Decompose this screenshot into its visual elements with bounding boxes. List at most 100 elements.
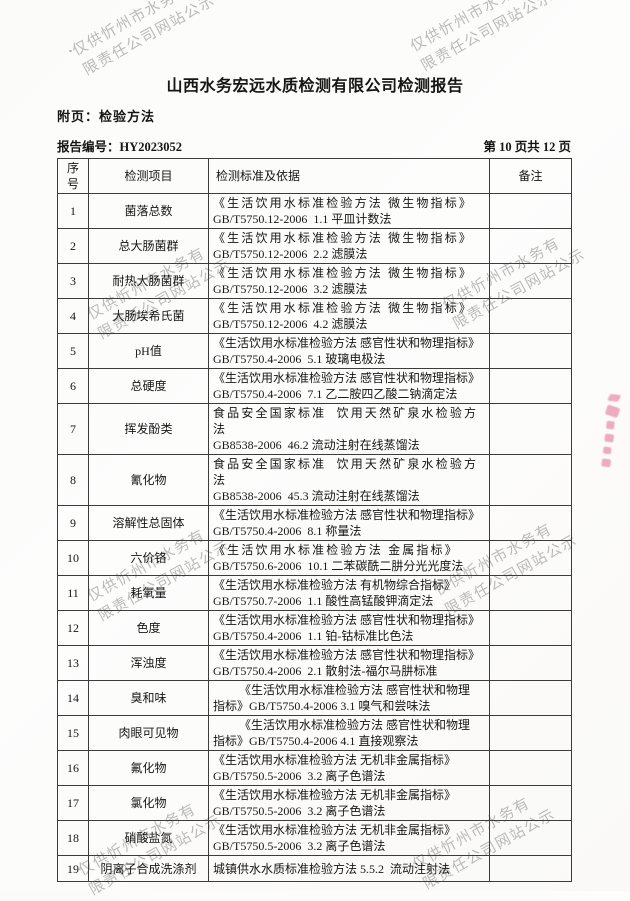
test-item-cell: 臭和味	[88, 680, 209, 716]
methods-table: 序号 检测项目 检测标准及依据 备注 1 菌落总数 《生活饮用水标准检验方法 微…	[57, 158, 572, 882]
standard-cell: 《生活饮用水标准检验方法 无机非金属指标》 GB/T5750.5-2006 3.…	[208, 750, 490, 786]
standard-line-1: 《生活饮用水标准检验方法 感官性状和物理	[239, 683, 471, 697]
test-item-cell: 大肠埃希氏菌	[88, 298, 209, 334]
test-item-cell: 肉眼可见物	[88, 715, 209, 751]
standard-line-1: 《生活饮用水标准检验方法 金属指标》	[213, 543, 459, 557]
row-number-cell: 2	[57, 228, 89, 264]
standard-line-2: GB/T5750.4-2006 5.1 玻璃电极法	[213, 352, 386, 366]
standard-cell: 《生活饮用水标准检验方法 微生物指标》 GB/T5750.12-2006 2.2…	[208, 228, 490, 264]
standard-cell: 食品安全国家标准 饮用天然矿泉水检验方法 GB8538-2006 46.2 流动…	[208, 403, 490, 455]
test-item-cell: 浑浊度	[88, 645, 209, 681]
standard-line-2: GB/T5750.4-2006 1.1 铂-钴标准比色法	[213, 629, 414, 643]
standard-cell: 《生活饮用水标准检验方法 感官性状和物理指标》 GB/T5750.4-2006 …	[208, 610, 490, 646]
standard-line-1: 《生活饮用水标准检验方法 感官性状和物理指标》	[213, 648, 481, 662]
standard-line-1: 《生活饮用水标准检验方法 微生物指标》	[213, 196, 474, 210]
standard-line-1: 食品安全国家标准 饮用天然矿泉水检验方法	[213, 457, 479, 487]
remark-cell	[489, 368, 572, 404]
standard-line-1: 《生活饮用水标准检验方法 感官性状和物理指标》	[213, 371, 481, 385]
table-row: 17 氯化物 《生活饮用水标准检验方法 无机非金属指标》 GB/T5750.5-…	[57, 785, 572, 821]
table-row: 14 臭和味 《生活饮用水标准检验方法 感官性状和物理 指标》GB/T5750.…	[57, 680, 572, 716]
table-row: 8 氰化物 食品安全国家标准 饮用天然矿泉水检验方法 GB8538-2006 4…	[57, 454, 572, 506]
row-number-cell: 4	[57, 298, 89, 334]
standard-line-1: 《生活饮用水标准检验方法 感官性状和物理	[239, 718, 471, 732]
standard-line-2: GB/T5750.12-2006 4.2 滤膜法	[213, 317, 368, 331]
watermark: 仅供忻州市水务有 限责任公司网站公示	[407, 0, 557, 75]
column-header-standard: 检测标准及依据	[208, 158, 490, 194]
row-number-cell: 12	[57, 610, 89, 646]
test-item-cell: 菌落总数	[88, 193, 209, 229]
remark-cell	[489, 540, 572, 576]
standard-line-1: 《生活饮用水标准检验方法 微生物指标》	[213, 231, 474, 245]
row-number-cell: 5	[57, 333, 89, 369]
remark-cell	[489, 610, 572, 646]
remark-cell	[489, 715, 572, 751]
row-number-cell: 19	[57, 855, 89, 882]
column-header-remark: 备注	[489, 158, 572, 194]
standard-cell: 《生活饮用水标准检验方法 感官性状和物理指标》 GB/T5750.4-2006 …	[208, 333, 490, 369]
table-header-row: 序号 检测项目 检测标准及依据 备注	[57, 158, 572, 194]
standard-cell: 《生活饮用水标准检验方法 感官性状和物理指标》 GB/T5750.4-2006 …	[208, 505, 490, 541]
row-number-cell: 15	[57, 715, 89, 751]
standard-cell: 《生活饮用水标准检验方法 微生物指标》 GB/T5750.12-2006 4.2…	[208, 298, 490, 334]
remark-cell	[489, 750, 572, 786]
test-item-cell: 色度	[88, 610, 209, 646]
standard-line-2: 指标》GB/T5750.4-2006 3.1 嗅气和尝味法	[213, 699, 431, 713]
standard-line-2: 指标》GB/T5750.4-2006 4.1 直接观察法	[213, 734, 419, 748]
standard-line-1: 《生活饮用水标准检验方法 微生物指标》	[213, 301, 474, 315]
test-item-cell: 阴离子合成洗涤剂	[88, 855, 209, 882]
remark-cell	[489, 228, 572, 264]
remark-cell	[489, 505, 572, 541]
standard-line-1: 《生活饮用水标准检验方法 无机非金属指标》	[213, 753, 457, 767]
standard-line-1: 《生活饮用水标准检验方法 无机非金属指标》	[213, 823, 457, 837]
table-row: 12 色度 《生活饮用水标准检验方法 感官性状和物理指标》 GB/T5750.4…	[57, 610, 572, 646]
test-item-cell: 六价铬	[88, 540, 209, 576]
standard-line-2: GB/T5750.4-2006 7.1 乙二胺四乙酸二钠滴定法	[213, 387, 458, 401]
page-indicator: 第 10 页共 12 页	[483, 140, 571, 154]
standard-line-2: GB/T5750.5-2006 3.2 离子色谱法	[213, 839, 386, 853]
test-item-cell: 总大肠菌群	[88, 228, 209, 264]
remark-cell	[489, 575, 572, 611]
standard-line-2: GB/T5750.4-2006 2.1 散射法-福尔马肼标准	[213, 664, 438, 678]
standard-cell: 《生活饮用水标准检验方法 微生物指标》 GB/T5750.12-2006 1.1…	[208, 193, 490, 229]
standard-cell: 城镇供水水质标准检验方法 5.5.2 流动注射法	[208, 855, 490, 882]
test-item-cell: pH值	[88, 333, 209, 369]
test-item-cell: 溶解性总固体	[88, 505, 209, 541]
row-number-cell: 7	[57, 403, 89, 455]
remark-cell	[489, 785, 572, 821]
standard-line-1: 《生活饮用水标准检验方法 无机非金属指标》	[213, 788, 457, 802]
standard-line-1: 食品安全国家标准 饮用天然矿泉水检验方法	[213, 406, 479, 436]
standard-line-2: GB/T5750.5-2006 3.2 离子色谱法	[213, 804, 386, 818]
standard-cell: 《生活饮用水标准检验方法 感官性状和物理 指标》GB/T5750.4-2006 …	[208, 715, 490, 751]
standard-cell: 《生活饮用水标准检验方法 金属指标》 GB/T5750.6-2006 10.1 …	[208, 540, 490, 576]
table-row: 2 总大肠菌群 《生活饮用水标准检验方法 微生物指标》 GB/T5750.12-…	[57, 228, 572, 264]
test-item-cell: 挥发酚类	[88, 403, 209, 455]
report-number: 报告编号：HY2023052	[57, 140, 183, 154]
row-number-cell: 17	[57, 785, 89, 821]
test-item-cell: 氰化物	[88, 454, 209, 506]
standard-cell: 《生活饮用水标准检验方法 感官性状和物理指标》 GB/T5750.4-2006 …	[208, 368, 490, 404]
table-row: 4 大肠埃希氏菌 《生活饮用水标准检验方法 微生物指标》 GB/T5750.12…	[57, 298, 572, 334]
standard-line-1: 城镇供水水质标准检验方法 5.5.2 流动注射法	[213, 861, 451, 876]
row-number-cell: 10	[57, 540, 89, 576]
standard-cell: 《生活饮用水标准检验方法 无机非金属指标》 GB/T5750.5-2006 3.…	[208, 785, 490, 821]
standard-line-2: GB8538-2006 45.3 流动注射在线蒸馏法	[213, 489, 420, 503]
row-number-cell: 14	[57, 680, 89, 716]
row-number-cell: 6	[57, 368, 89, 404]
remark-cell	[489, 855, 572, 882]
remark-cell	[489, 193, 572, 229]
row-number-cell: 1	[57, 193, 89, 229]
row-number-cell: 16	[57, 750, 89, 786]
table-row: 19 阴离子合成洗涤剂 城镇供水水质标准检验方法 5.5.2 流动注射法	[57, 855, 572, 882]
red-stamp-bleedthrough	[594, 393, 624, 479]
row-number-cell: 9	[57, 505, 89, 541]
test-item-cell: 总硬度	[88, 368, 209, 404]
standard-line-2: GB8538-2006 46.2 流动注射在线蒸馏法	[213, 438, 420, 452]
standard-cell: 食品安全国家标准 饮用天然矿泉水检验方法 GB8538-2006 45.3 流动…	[208, 454, 490, 506]
table-row: 3 耐热大肠菌群 《生活饮用水标准检验方法 微生物指标》 GB/T5750.12…	[57, 263, 572, 299]
standard-line-2: GB/T5750.5-2006 3.2 离子色谱法	[213, 769, 386, 783]
column-header-item: 检测项目	[88, 158, 209, 194]
remark-cell	[489, 333, 572, 369]
row-number-cell: 3	[57, 263, 89, 299]
row-number-cell: 13	[57, 645, 89, 681]
scan-speck	[69, 50, 72, 52]
